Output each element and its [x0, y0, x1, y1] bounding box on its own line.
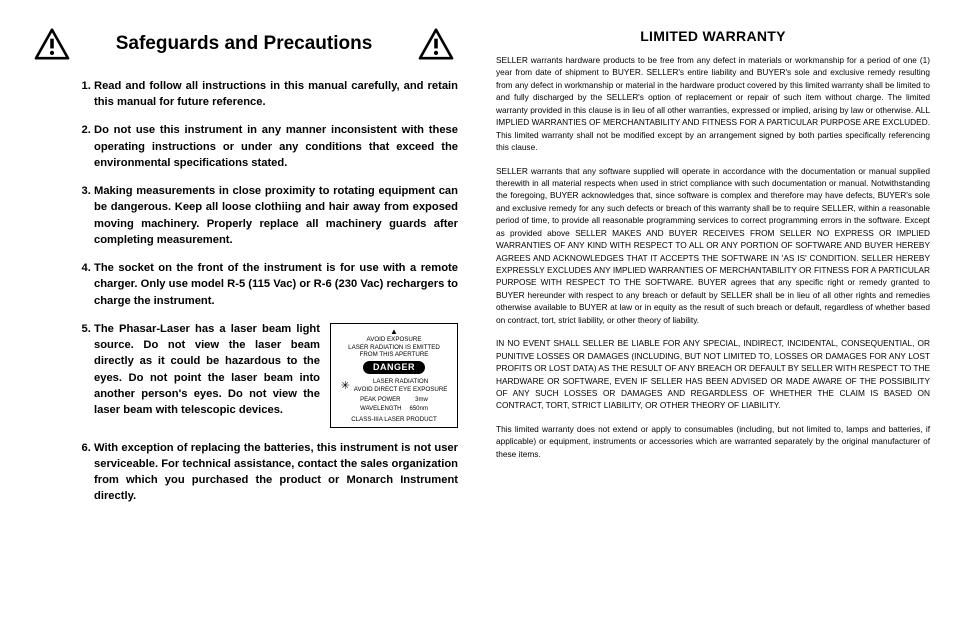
- safeguards-title: Safeguards and Precautions: [116, 33, 373, 55]
- warranty-paragraph: SELLER warrants hardware products to be …: [496, 54, 930, 154]
- left-column: Safeguards and Precautions Read and foll…: [24, 28, 464, 594]
- danger-line: CLASS-IIIA LASER PRODUCT: [334, 416, 454, 424]
- list-item: Making measurements in close proximity t…: [94, 183, 464, 248]
- warranty-paragraph: SELLER warrants that any software suppli…: [496, 165, 930, 327]
- danger-label-box: ▲ AVOID EXPOSURE LASER RADIATION IS EMIT…: [330, 323, 458, 428]
- warning-icon: [34, 28, 70, 60]
- danger-pill: DANGER: [363, 361, 425, 374]
- title-row: Safeguards and Precautions: [24, 28, 464, 60]
- right-column: LIMITED WARRANTY SELLER warrants hardwar…: [496, 28, 930, 594]
- list-item: With exception of replacing the batterie…: [94, 440, 464, 505]
- warranty-title: LIMITED WARRANTY: [496, 28, 930, 44]
- danger-line: LASER RADIATION: [354, 378, 448, 386]
- list-item: The socket on the front of the instrumen…: [94, 260, 464, 309]
- warranty-paragraph: This limited warranty does not extend or…: [496, 423, 930, 460]
- danger-line: AVOID EXPOSURE: [334, 336, 454, 344]
- warranty-paragraph: IN NO EVENT SHALL SELLER BE LIABLE FOR A…: [496, 337, 930, 412]
- danger-line: LASER RADIATION IS EMITTED: [334, 344, 454, 352]
- danger-line: AVOID DIRECT EYE EXPOSURE: [354, 386, 448, 394]
- radiation-icon: ✳: [341, 381, 350, 392]
- list-item: Do not use this instrument in any manner…: [94, 122, 464, 171]
- list-item-text: The Phasar-Laser has a laser beam light …: [94, 321, 320, 418]
- spec-table: PEAK POWER3mw WAVELENGTH650nm: [355, 395, 433, 416]
- danger-line: FROM THIS APERTURE: [334, 351, 454, 359]
- list-item: The Phasar-Laser has a laser beam light …: [94, 321, 464, 428]
- warning-icon: ▲: [334, 328, 454, 336]
- safeguards-list: Read and follow all instructions in this…: [24, 78, 464, 505]
- list-item: Read and follow all instructions in this…: [94, 78, 464, 110]
- warning-icon: [418, 28, 454, 60]
